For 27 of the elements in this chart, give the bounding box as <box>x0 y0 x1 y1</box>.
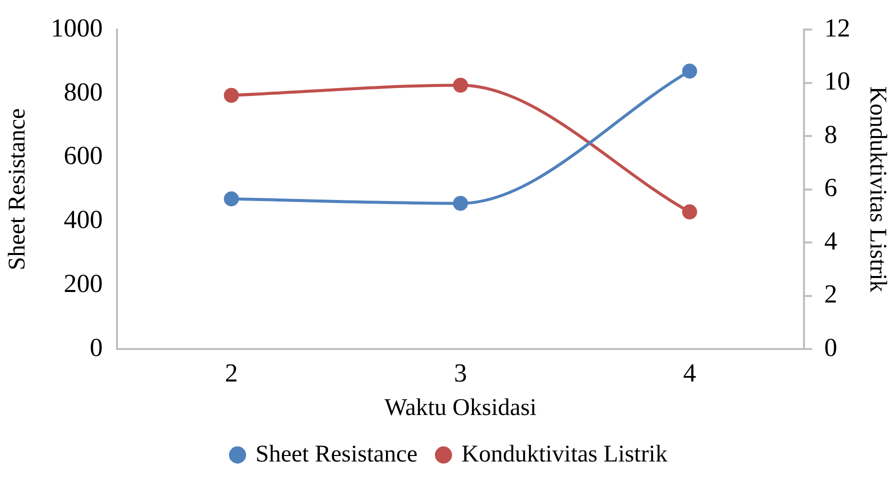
y-tick-label: 0 <box>90 332 103 362</box>
y-tick-label: 200 <box>64 268 103 298</box>
y-tick-label: 1000 <box>50 13 103 42</box>
y2-axis-title: Konduktivitas Listrik <box>864 86 890 292</box>
point <box>224 88 239 103</box>
y2-tick-label: 2 <box>824 280 838 309</box>
x-axis-title: Waktu Oksidasi <box>384 394 537 421</box>
point <box>453 196 468 211</box>
y2-tick-label: 10 <box>824 66 850 96</box>
y-tick-label: 400 <box>64 205 103 234</box>
point <box>453 78 468 93</box>
legend-label: Konduktivitas Listrik <box>461 441 668 468</box>
y2-tick-label: 6 <box>824 173 838 202</box>
point <box>224 191 239 206</box>
y-tick-label: 800 <box>64 77 103 106</box>
y-axis-title: Sheet Resistance <box>4 108 31 270</box>
point <box>682 204 698 220</box>
x-tick-label: 2 <box>224 358 238 388</box>
y2-tick-label: 8 <box>824 120 838 149</box>
x-tick-label: 4 <box>683 358 696 388</box>
y2-tick-label: 12 <box>824 13 850 42</box>
y2-tick-label: 4 <box>824 226 838 256</box>
y-tick-label: 600 <box>64 141 103 170</box>
x-tick-label: 3 <box>454 358 467 388</box>
point <box>682 64 698 79</box>
y2-tick-label: 0 <box>824 332 838 362</box>
legend-label: Sheet Resistance <box>256 441 418 468</box>
